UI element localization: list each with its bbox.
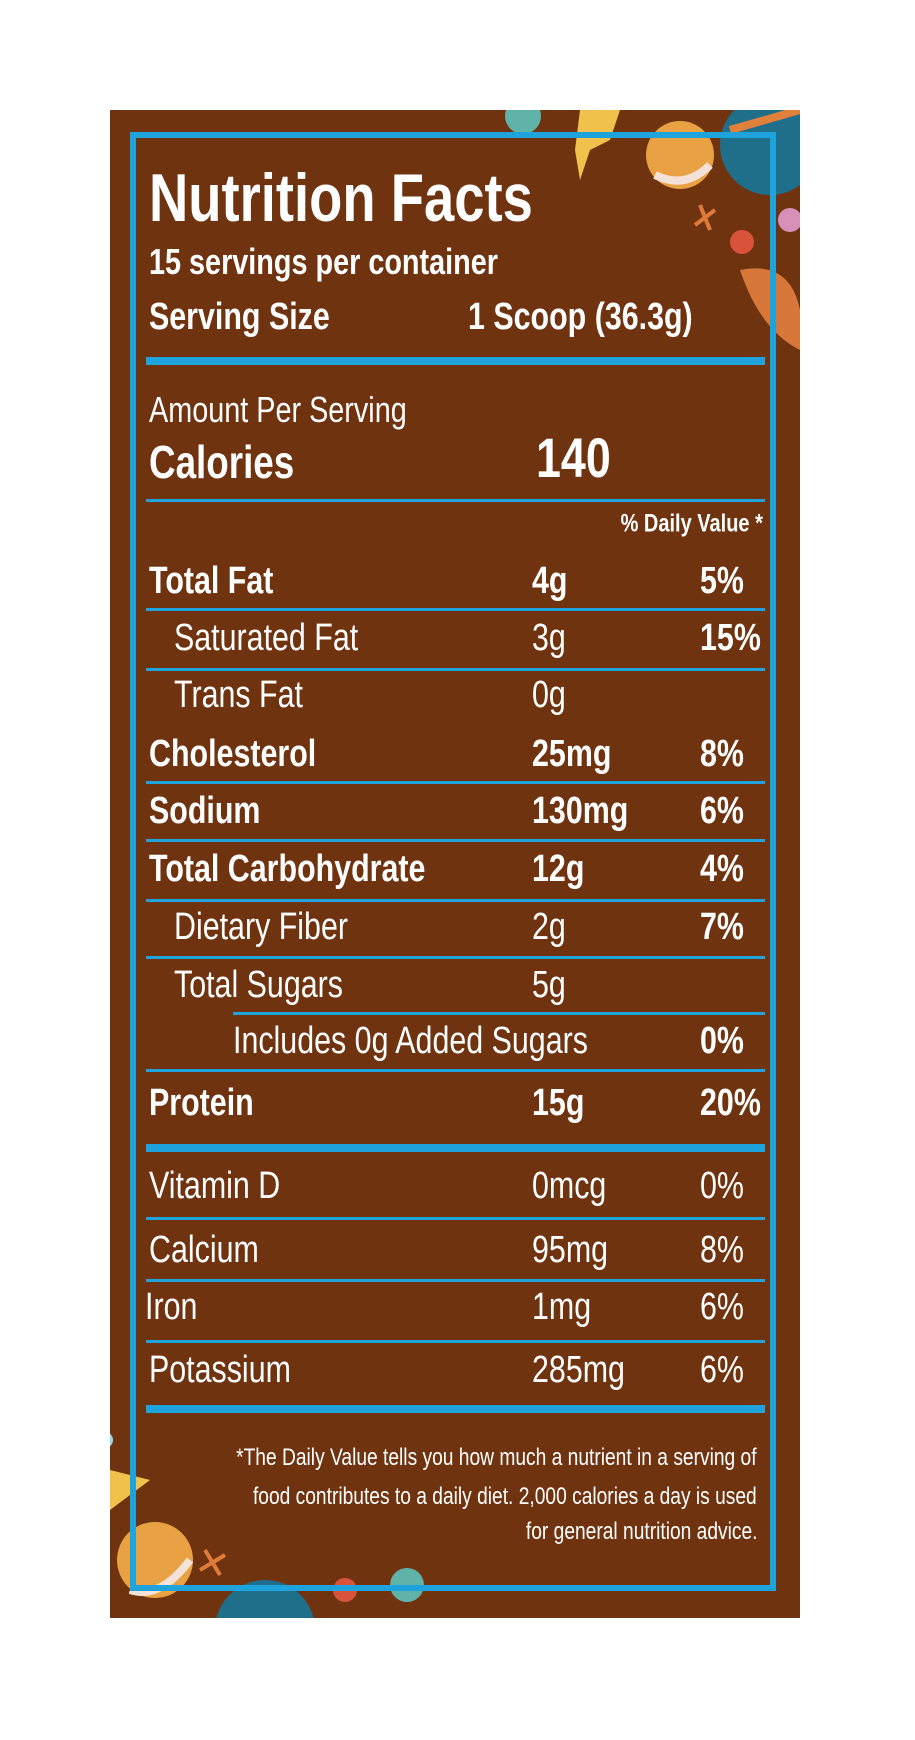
- divider: [146, 781, 765, 784]
- nutrient-amount: 95mg: [532, 1229, 609, 1271]
- nutrient-daily-value: 15%: [700, 617, 761, 659]
- footnote-line: *The Daily Value tells you how much a nu…: [236, 1444, 757, 1471]
- nutrient-label: Calcium: [149, 1229, 259, 1271]
- nutrient-daily-value: 6%: [700, 1349, 744, 1391]
- serving-size-label: Serving Size: [149, 296, 330, 338]
- divider: [146, 839, 765, 842]
- nutrient-label: Dietary Fiber: [174, 906, 348, 948]
- footnote-line: for general nutrition advice.: [525, 1518, 757, 1545]
- footnote-line: food contributes to a daily diet. 2,000 …: [253, 1483, 757, 1510]
- servings-per-container: 15 servings per container: [149, 241, 498, 282]
- nutrient-amount: 0g: [532, 674, 566, 716]
- calories-value: 140: [536, 426, 611, 489]
- amount-per-serving: Amount Per Serving: [149, 389, 407, 430]
- nutrient-amount: 0mcg: [532, 1165, 607, 1207]
- nutrient-daily-value: 8%: [700, 1229, 744, 1271]
- divider-thick: [146, 1405, 765, 1413]
- nutrient-amount: 130mg: [532, 790, 629, 832]
- nutrient-label: Includes 0g Added Sugars: [233, 1020, 588, 1062]
- label-border: [130, 132, 776, 1591]
- nutrient-amount: 5g: [532, 964, 566, 1006]
- divider: [146, 1340, 765, 1343]
- nutrient-label: Sodium: [149, 790, 261, 832]
- divider: [146, 1069, 765, 1072]
- nutrient-amount: 12g: [532, 848, 585, 890]
- nutrient-amount: 285mg: [532, 1349, 625, 1391]
- nutrient-daily-value: 6%: [700, 790, 744, 832]
- nutrient-daily-value: 7%: [700, 906, 744, 948]
- nutrient-daily-value: 4%: [700, 848, 744, 890]
- nutrient-amount: 4g: [532, 560, 568, 602]
- daily-value-header: % Daily Value *: [620, 509, 763, 538]
- nutrient-amount: 15g: [532, 1082, 585, 1124]
- divider-thick: [146, 1144, 765, 1152]
- label-title: Nutrition Facts: [149, 160, 533, 236]
- nutrient-label: Saturated Fat: [174, 617, 359, 659]
- divider: [233, 1012, 765, 1015]
- divider: [146, 899, 765, 902]
- divider: [146, 608, 765, 611]
- nutrient-daily-value: 8%: [700, 733, 744, 775]
- serving-size-value: 1 Scoop (36.3g): [468, 296, 693, 338]
- nutrient-amount: 1mg: [532, 1286, 592, 1328]
- nutrient-label: Total Sugars: [174, 964, 343, 1006]
- nutrient-label: Iron: [145, 1286, 198, 1328]
- divider-thick: [146, 357, 765, 365]
- divider: [146, 668, 765, 671]
- nutrient-label: Vitamin D: [149, 1165, 281, 1207]
- divider: [146, 956, 765, 959]
- nutrient-daily-value: 20%: [700, 1082, 761, 1124]
- calories-label: Calories: [149, 436, 295, 488]
- nutrient-label: Potassium: [149, 1349, 291, 1391]
- nutrient-label: Cholesterol: [149, 733, 317, 775]
- nutrient-daily-value: 5%: [700, 560, 744, 602]
- nutrient-daily-value: 0%: [700, 1165, 744, 1207]
- nutrient-amount: 2g: [532, 906, 566, 948]
- nutrient-daily-value: 0%: [700, 1020, 744, 1062]
- nutrient-amount: 3g: [532, 617, 566, 659]
- nutrient-label: Trans Fat: [174, 674, 303, 716]
- nutrient-amount: 25mg: [532, 733, 612, 775]
- divider: [146, 1279, 765, 1282]
- nutrient-label: Protein: [149, 1082, 254, 1124]
- divider: [146, 499, 765, 502]
- nutrient-daily-value: 6%: [700, 1286, 744, 1328]
- nutrient-label: Total Carbohydrate: [149, 848, 426, 890]
- divider: [146, 1217, 765, 1220]
- nutrient-label: Total Fat: [149, 560, 274, 602]
